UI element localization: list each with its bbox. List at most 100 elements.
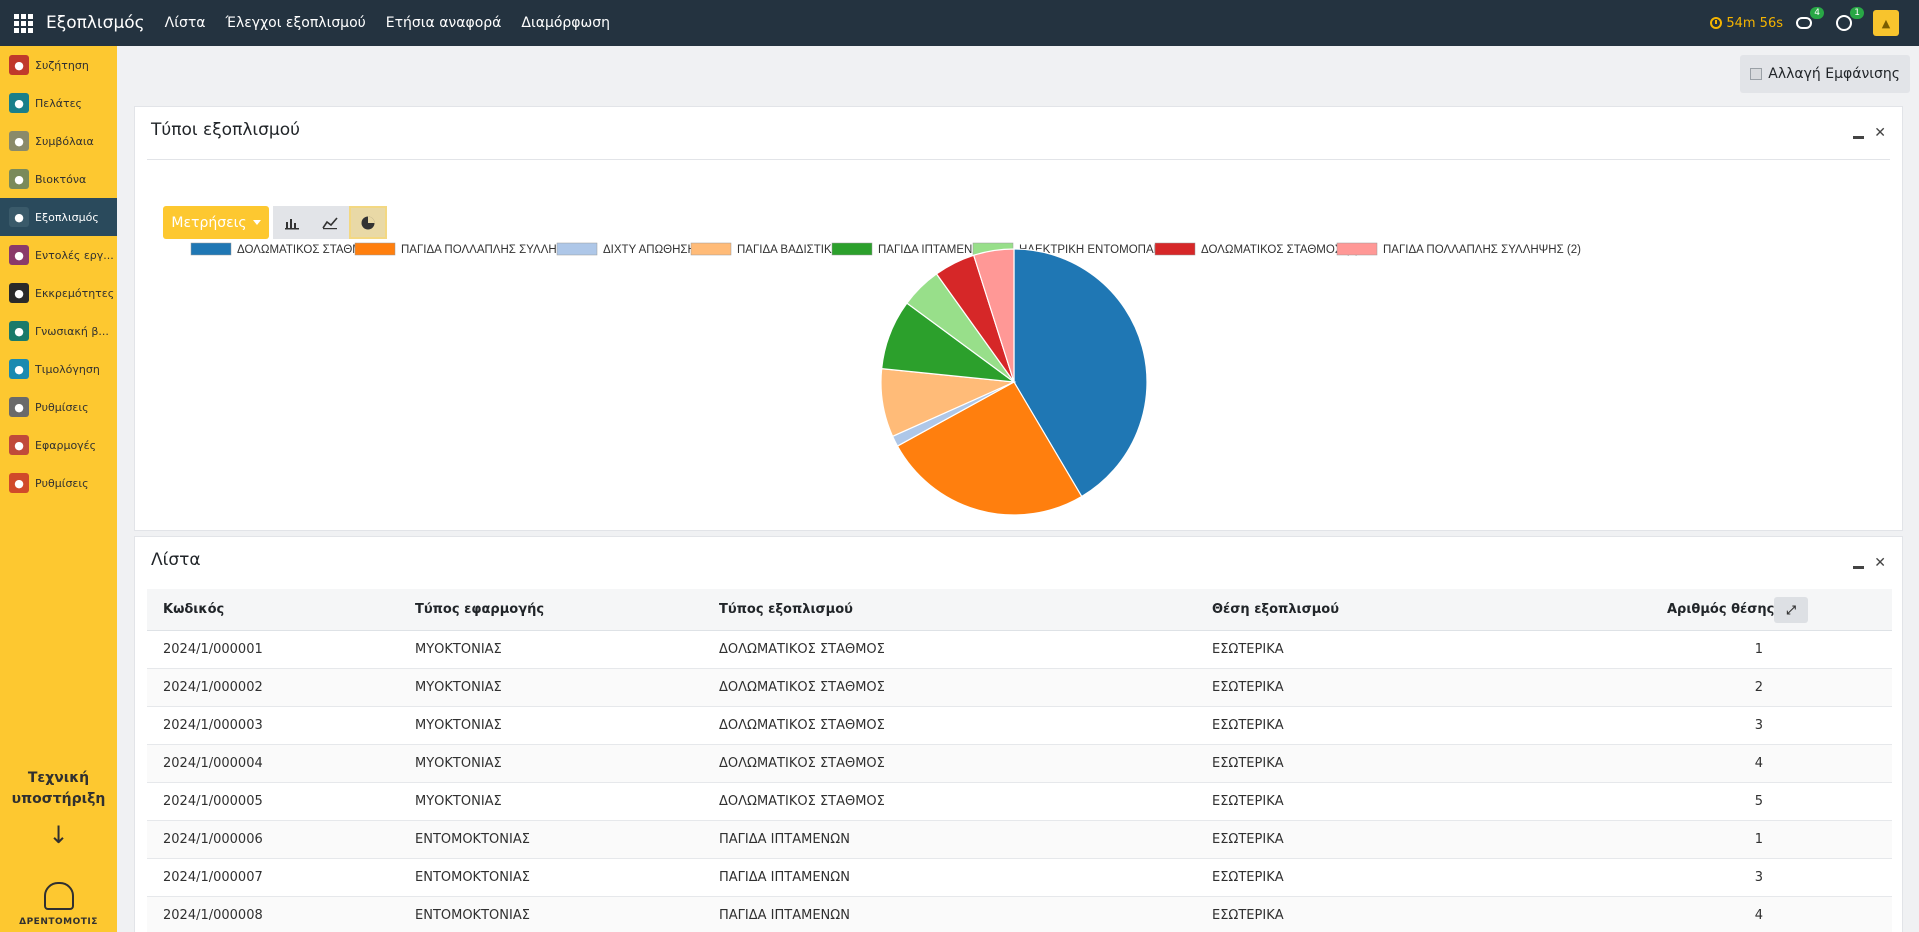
table-row[interactable]: 2024/1/000005 ΜΥΟΚΤΟΝΙΑΣ ΔΟΛΩΜΑΤΙΚΟΣ ΣΤΑΘΜ… xyxy=(147,783,1892,821)
cell-equipment-type: ΔΟΛΩΜΑΤΙΚΟΣ ΣΤΑΘΜΟΣ xyxy=(719,680,885,695)
activity-button[interactable]: 1 xyxy=(1833,7,1864,34)
sidebar-item[interactable]: ● Τιμολόγηση xyxy=(0,350,117,388)
sidebar-item[interactable]: ● Συζήτηση xyxy=(0,46,117,84)
toggle-view-button[interactable]: Αλλαγή Εμφάνισης xyxy=(1740,55,1910,93)
bar-chart-button[interactable] xyxy=(273,206,311,239)
pie-slice[interactable] xyxy=(1013,248,1148,498)
sidebar-item[interactable]: ● Συμβόλαια xyxy=(0,122,117,160)
table-row[interactable]: 2024/1/000006 ΕΝΤΟΜΟΚΤΟΝΙΑΣ ΠΑΓΙΔΑ ΙΠΤΑΜΕΝ… xyxy=(147,821,1892,859)
table-row[interactable]: 2024/1/000002 ΜΥΟΚΤΟΝΙΑΣ ΔΟΛΩΜΑΤΙΚΟΣ ΣΤΑΘΜ… xyxy=(147,669,1892,707)
table-row[interactable]: 2024/1/000003 ΜΥΟΚΤΟΝΙΑΣ ΔΟΛΩΜΑΤΙΚΟΣ ΣΤΑΘΜ… xyxy=(147,707,1892,745)
cell-position-number: 2 xyxy=(1754,680,1763,695)
cell-application-type: ΕΝΤΟΜΟΚΤΟΝΙΑΣ xyxy=(415,908,530,923)
sidebar-item[interactable]: ● Εξοπλισμός xyxy=(0,198,117,236)
checkbox-icon xyxy=(1750,68,1763,80)
sidebar-item-label: Εκκρεμότητες xyxy=(35,286,115,300)
pie-chart-button[interactable] xyxy=(349,206,387,239)
legend-label[interactable]: ΔΙΧΤΥ ΑΠΩΘΗΣΗΣ xyxy=(603,244,703,256)
legend-label[interactable]: ΠΑΓΙΔΑ ΠΟΛΛΑΠΛΗΣ ΣΥΛΛΗΨΗΣ xyxy=(401,244,582,256)
equipment-table: Κωδικός Τύπος εφαρμογής Τύπος εξοπλισμού… xyxy=(147,589,1892,932)
legend-swatch[interactable] xyxy=(1336,242,1378,256)
cell-equipment-type: ΔΟΛΩΜΑΤΙΚΟΣ ΣΤΑΘΜΟΣ xyxy=(719,642,885,657)
line-chart-button[interactable] xyxy=(311,206,349,239)
cell-equipment-type: ΔΟΛΩΜΑΤΙΚΟΣ ΣΤΑΘΜΟΣ xyxy=(719,794,885,809)
cell-application-type: ΜΥΟΚΤΟΝΙΑΣ xyxy=(415,680,502,695)
sidebar-item[interactable]: ● Εκκρεμότητες xyxy=(0,274,117,312)
company-logo xyxy=(44,882,74,910)
cell-equipment-position: ΕΣΩΤΕΡΙΚΑ xyxy=(1212,680,1284,695)
table-row[interactable]: 2024/1/000007 ΕΝΤΟΜΟΚΤΟΝΙΑΣ ΠΑΓΙΔΑ ΙΠΤΑΜΕΝ… xyxy=(147,859,1892,897)
table-row[interactable]: 2024/1/000008 ΕΝΤΟΜΟΚΤΟΝΙΑΣ ΠΑΓΙΔΑ ΙΠΤΑΜΕΝ… xyxy=(147,897,1892,932)
arrow-down-icon: ↓ xyxy=(48,821,69,849)
sidebar-item[interactable]: ● Εντολές εργ... xyxy=(0,236,117,274)
legend-swatch[interactable] xyxy=(190,242,232,256)
cell-equipment-type: ΠΑΓΙΔΑ ΙΠΤΑΜΕΝΩΝ xyxy=(719,832,850,847)
menu-item-configuration[interactable]: Διαμόρφωση xyxy=(521,15,611,31)
menu-item-list[interactable]: Λίστα xyxy=(164,15,206,31)
chat-icon xyxy=(1796,17,1812,29)
col-equipment-position[interactable]: Θέση εξοπλισμού xyxy=(1212,602,1340,617)
support-label[interactable]: Τεχνική υποστήριξη xyxy=(0,768,117,810)
minimize-icon[interactable] xyxy=(1853,565,1865,569)
minimize-icon[interactable] xyxy=(1853,135,1865,139)
user-avatar[interactable]: ▲ xyxy=(1873,10,1899,36)
cell-application-type: ΕΝΤΟΜΟΚΤΟΝΙΑΣ xyxy=(415,832,530,847)
measures-dropdown[interactable]: Μετρήσεις xyxy=(163,206,269,239)
cell-code: 2024/1/000005 xyxy=(163,794,263,809)
cell-equipment-position: ΕΣΩΤΕΡΙΚΑ xyxy=(1212,718,1284,733)
col-equipment-type[interactable]: Τύπος εξοπλισμού xyxy=(719,602,853,617)
menu-item-annual-report[interactable]: Ετήσια αναφορά xyxy=(385,15,502,31)
line-chart-icon xyxy=(322,216,338,229)
pie-slice[interactable] xyxy=(972,248,1015,383)
legend-swatch[interactable] xyxy=(690,242,732,256)
close-icon[interactable]: ✕ xyxy=(1874,125,1886,141)
table-row[interactable]: 2024/1/000004 ΜΥΟΚΤΟΝΙΑΣ ΔΟΛΩΜΑΤΙΚΟΣ ΣΤΑΘΜ… xyxy=(147,745,1892,783)
cell-code: 2024/1/000006 xyxy=(163,832,263,847)
pie-chart-icon xyxy=(361,216,375,229)
legend-swatch[interactable] xyxy=(556,242,598,256)
caret-down-icon xyxy=(252,220,261,225)
col-position-number[interactable]: Αριθμός θέσης xyxy=(1667,602,1775,617)
cell-position-number: 4 xyxy=(1754,756,1763,771)
pie-slice[interactable] xyxy=(896,381,1083,516)
legend-label[interactable]: ΠΑΓΙΔΑ ΙΠΤΑΜΕΝΩΝ xyxy=(878,244,989,256)
legend-label[interactable]: ΠΑΓΙΔΑ ΠΟΛΛΑΠΛΗΣ ΣΥΛΛΗΨΗΣ (2) xyxy=(1383,244,1581,256)
cell-code: 2024/1/000008 xyxy=(163,908,263,923)
legend-label[interactable]: ΔΟΛΩΜΑΤΙΚΟΣ ΣΤΑΘΜΟΣ xyxy=(237,244,378,256)
sidebar-item-label: Συζήτηση xyxy=(35,58,89,72)
sidebar-item[interactable]: ● Ρυθμίσεις xyxy=(0,464,117,502)
cell-equipment-position: ΕΣΩΤΕΡΙΚΑ xyxy=(1212,832,1284,847)
legend-swatch[interactable] xyxy=(831,242,873,256)
menu-item-checks[interactable]: Έλεγχοι εξοπλισμού xyxy=(225,15,366,31)
close-icon[interactable]: ✕ xyxy=(1874,555,1886,571)
cell-application-type: ΜΥΟΚΤΟΝΙΑΣ xyxy=(415,794,502,809)
toggle-view-label: Αλλαγή Εμφάνισης xyxy=(1768,66,1900,82)
col-application-type[interactable]: Τύπος εφαρμογής xyxy=(415,602,545,617)
sidebar-item[interactable]: ● Γνωσιακή β... xyxy=(0,312,117,350)
col-code[interactable]: Κωδικός xyxy=(163,602,225,617)
main-content: Αλλαγή Εμφάνισης Τύποι εξοπλισμού ✕ Μετρ… xyxy=(117,46,1919,932)
cell-application-type: ΜΥΟΚΤΟΝΙΑΣ xyxy=(415,756,502,771)
chat-button[interactable]: 4 xyxy=(1793,7,1824,34)
gear-icon: ● xyxy=(9,397,29,417)
sidebar-item[interactable]: ● Εφαρμογές xyxy=(0,426,117,464)
legend-label[interactable]: ΔΟΛΩΜΑΤΙΚΟΣ ΣΤΑΘΜΟΣ (2) xyxy=(1201,244,1359,256)
legend-swatch[interactable] xyxy=(1154,242,1196,256)
apps-menu-icon[interactable] xyxy=(0,0,46,46)
sidebar-item-label: Ρυθμίσεις xyxy=(35,400,89,414)
legend-swatch[interactable] xyxy=(354,242,396,256)
table-header: Κωδικός Τύπος εφαρμογής Τύπος εξοπλισμού… xyxy=(147,589,1892,631)
cell-position-number: 1 xyxy=(1754,832,1763,847)
clock-icon xyxy=(1710,17,1723,29)
legend-label[interactable]: ΗΛΕΚΤΡΙΚΗ ΕΝΤΟΜΟΠΑΓΙΔΑ xyxy=(1019,244,1179,256)
legend-label[interactable]: ΠΑΓΙΔΑ ΒΑΔΙΣΤΙΚΩΝ xyxy=(737,244,849,256)
sidebar-item[interactable]: ● Πελάτες xyxy=(0,84,117,122)
support-line1: Τεχνική xyxy=(27,770,90,786)
sidebar-item[interactable]: ● Βιοκτόνα xyxy=(0,160,117,198)
app-brand[interactable]: Εξοπλισμός xyxy=(46,13,145,33)
cell-equipment-position: ΕΣΩΤΕΡΙΚΑ xyxy=(1212,756,1284,771)
table-row[interactable]: 2024/1/000001 ΜΥΟΚΤΟΝΙΑΣ ΔΟΛΩΜΑΤΙΚΟΣ ΣΤΑΘΜ… xyxy=(147,631,1892,669)
expand-icon[interactable]: ⤢ xyxy=(1774,597,1808,623)
timer[interactable]: 54m 56s xyxy=(1710,16,1783,31)
sidebar-item[interactable]: ● Ρυθμίσεις xyxy=(0,388,117,426)
